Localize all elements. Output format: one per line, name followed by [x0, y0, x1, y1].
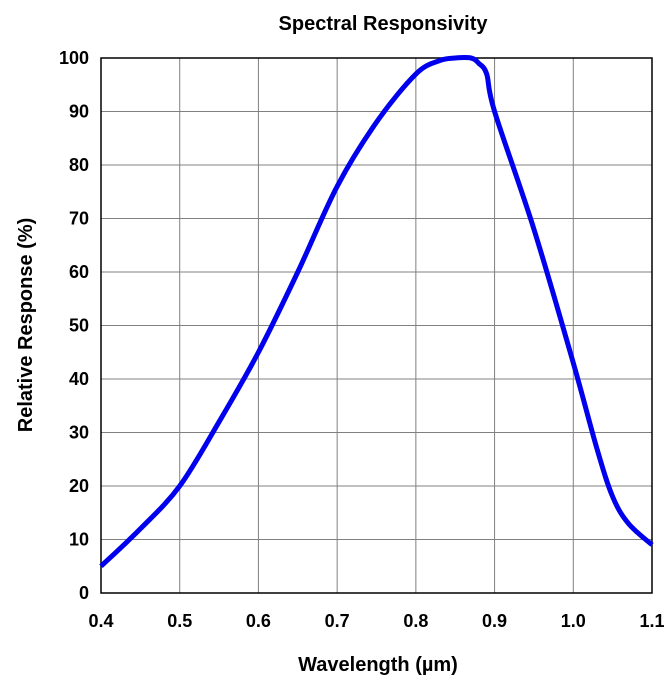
y-tick-label: 0	[79, 583, 89, 603]
series-layer	[99, 54, 654, 569]
y-tick-label: 80	[69, 155, 89, 175]
y-tick-label: 100	[59, 48, 89, 68]
x-tick-label: 0.5	[167, 611, 192, 631]
y-tick-label: 20	[69, 476, 89, 496]
y-tick-label: 30	[69, 423, 89, 443]
y-axis-label: Relative Response (%)	[15, 218, 37, 433]
y-tick-label: 40	[69, 369, 89, 389]
y-tick-label: 90	[69, 102, 89, 122]
chart-title: Spectral Responsivity	[279, 13, 489, 35]
response-curve-series-0	[99, 54, 654, 569]
x-tick-label: 0.7	[325, 611, 350, 631]
grid	[100, 57, 653, 594]
y-tick-label: 60	[69, 262, 89, 282]
x-tick-label: 1.0	[561, 611, 586, 631]
x-tick-label: 0.9	[482, 611, 507, 631]
x-axis-ticks: 0.4 0.5 0.6 0.7 0.8 0.9 1.0 1.1	[88, 611, 664, 631]
x-axis-label: Wavelength (µm)	[298, 654, 458, 676]
plot-area-frame	[100, 57, 653, 594]
y-axis-ticks: 0 10 20 30 40 50 60 70 80 90 100	[59, 48, 89, 603]
y-tick-label: 70	[69, 209, 89, 229]
y-tick-label: 10	[69, 530, 89, 550]
x-tick-label: 0.4	[88, 611, 113, 631]
x-tick-label: 1.1	[639, 611, 664, 631]
x-tick-label: 0.6	[246, 611, 271, 631]
x-tick-label: 0.8	[403, 611, 428, 631]
y-tick-label: 50	[69, 316, 89, 336]
